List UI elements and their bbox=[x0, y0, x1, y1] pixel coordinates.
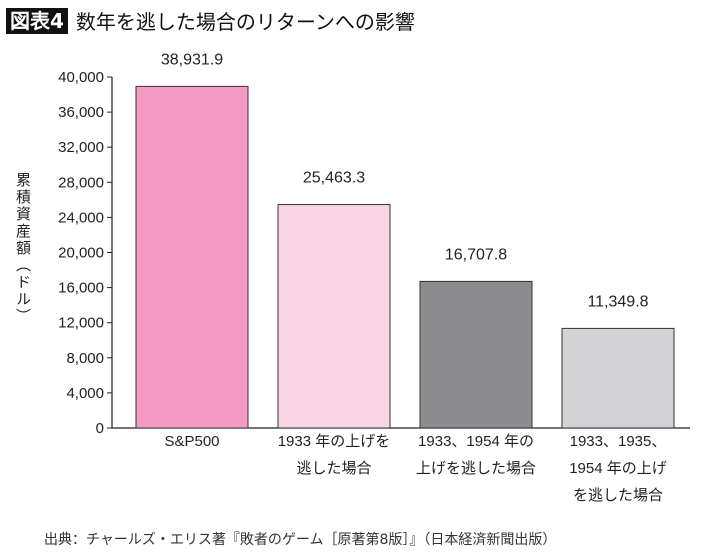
category-label: 1933、1935、 bbox=[570, 433, 667, 450]
category-label: S&P500 bbox=[164, 433, 219, 450]
y-tick-label: 40,000 bbox=[58, 69, 104, 86]
y-tick-label: 16,000 bbox=[58, 280, 104, 297]
bar bbox=[277, 204, 391, 429]
bar bbox=[419, 280, 533, 429]
title-text: 数年を逃した場合のリターンへの影響 bbox=[75, 10, 415, 34]
data-label: 38,931.9 bbox=[161, 51, 223, 68]
category-label: を逃した場合 bbox=[573, 487, 663, 504]
y-tick-label: 12,000 bbox=[58, 315, 104, 332]
category-label: 1933 年の上げを bbox=[278, 433, 391, 450]
source-note: 出典：チャールズ・エリス著『敗者のゲーム［原著第8版］』（日本経済新聞出版） bbox=[44, 532, 557, 548]
category-label: 逃した場合 bbox=[296, 460, 371, 477]
category-label: 1954 年の上げ bbox=[569, 460, 667, 477]
bar bbox=[135, 85, 249, 429]
category-label: 上げを逃した場合 bbox=[416, 460, 536, 477]
category-label: 1933、1954 年の bbox=[418, 433, 534, 450]
bar bbox=[561, 327, 675, 429]
y-tick-label: 24,000 bbox=[58, 209, 104, 226]
y-tick-label: 4,000 bbox=[66, 385, 104, 402]
y-tick-label: 8,000 bbox=[66, 350, 104, 367]
chart-title: 図表4 数年を逃した場合のリターンへの影響 bbox=[6, 6, 415, 35]
y-tick-label: 0 bbox=[96, 420, 104, 437]
y-tick-label: 36,000 bbox=[58, 104, 104, 121]
data-label: 25,463.3 bbox=[303, 170, 365, 187]
figure-badge: 図表4 bbox=[6, 7, 68, 34]
y-axis-label: 累積資産額（ドル） bbox=[14, 172, 32, 325]
data-label: 16,707.8 bbox=[445, 246, 507, 263]
data-label: 11,349.8 bbox=[587, 293, 648, 310]
y-tick-label: 32,000 bbox=[58, 139, 104, 156]
y-tick-label: 20,000 bbox=[58, 245, 104, 262]
y-tick-label: 28,000 bbox=[58, 174, 104, 191]
